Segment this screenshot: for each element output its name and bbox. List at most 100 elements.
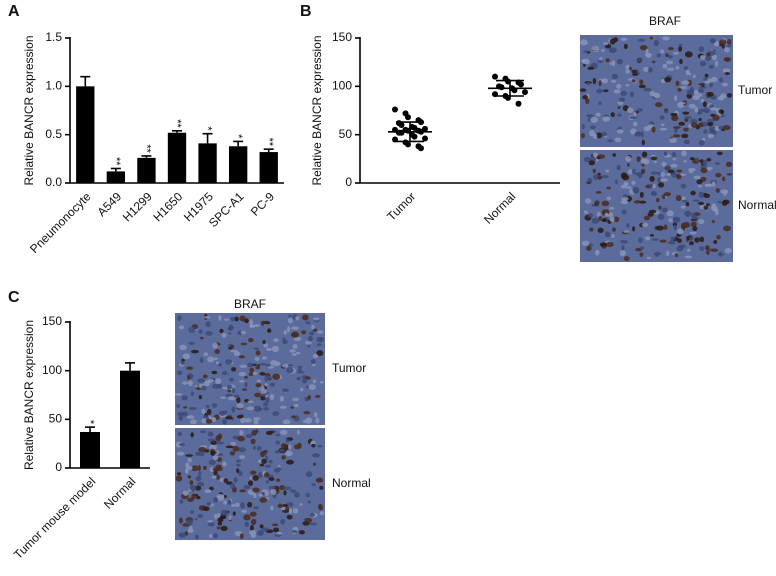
cell: [286, 367, 294, 374]
cell: [678, 121, 686, 126]
cell: [719, 39, 727, 45]
cell: [312, 453, 320, 458]
cell: [240, 342, 248, 346]
cell: [263, 472, 270, 478]
cell: [280, 443, 287, 449]
cell: [178, 325, 185, 330]
cell: [295, 316, 300, 321]
cell: [312, 363, 316, 367]
cell: [256, 379, 262, 383]
cell: [620, 239, 628, 244]
cell: [305, 385, 310, 389]
cell: [670, 236, 676, 240]
cell: [312, 379, 317, 384]
cell: [269, 393, 275, 401]
cell: [309, 512, 315, 517]
cell: [231, 406, 236, 413]
cell: [190, 349, 199, 354]
cell: [201, 408, 206, 415]
cell: [726, 39, 732, 45]
cell: [197, 481, 205, 487]
cell: [176, 472, 182, 476]
cell: [606, 196, 612, 201]
cell: [718, 77, 724, 83]
cell: [214, 378, 222, 385]
cell: [205, 331, 213, 336]
y-tick-label: 1.5: [45, 30, 62, 44]
cell: [667, 241, 672, 244]
cell: [216, 441, 225, 445]
point: [392, 106, 398, 113]
cell: [700, 167, 708, 174]
cell: [609, 216, 615, 223]
cell: [611, 73, 619, 80]
cell: [187, 380, 193, 387]
cell: [698, 219, 705, 225]
bar: [80, 431, 100, 468]
cell: [254, 357, 260, 361]
panel-label: C: [8, 289, 20, 306]
cell: [689, 241, 694, 246]
cell: [188, 341, 195, 345]
cell: [639, 252, 644, 257]
cell: [303, 410, 311, 415]
cell: [667, 46, 674, 51]
bar: [120, 370, 140, 468]
cell: [206, 502, 212, 506]
cell: [217, 433, 223, 440]
cell: [225, 359, 233, 365]
cell: [212, 455, 219, 461]
point: [418, 145, 424, 152]
cell: [718, 251, 722, 258]
cell: [279, 448, 285, 453]
y-tick-label: 0: [55, 460, 62, 474]
cell: [663, 192, 671, 197]
cell: [664, 110, 669, 114]
micrograph-label: Tumor: [332, 361, 366, 375]
cell: [636, 57, 643, 63]
cell: [178, 532, 186, 539]
cell: [677, 228, 684, 235]
cell: [250, 518, 257, 526]
cell: [687, 248, 691, 252]
cell: [264, 373, 271, 377]
cell: [613, 37, 619, 43]
cell: [275, 433, 281, 437]
cell: [608, 47, 617, 54]
cell: [715, 208, 719, 216]
cell: [660, 171, 666, 177]
cell: [316, 350, 324, 357]
cell: [689, 157, 695, 161]
cell: [256, 363, 261, 368]
cell: [212, 533, 219, 539]
cell: [295, 351, 301, 355]
cell: [291, 326, 299, 330]
cell: [251, 430, 257, 436]
cell: [259, 529, 263, 536]
cell: [203, 465, 207, 471]
cell: [230, 483, 236, 489]
cell: [287, 364, 294, 367]
cell: [281, 455, 286, 460]
cell: [605, 169, 609, 173]
cell: [195, 475, 202, 482]
cell: [305, 321, 311, 325]
cell: [283, 486, 292, 491]
cell: [625, 68, 631, 74]
cell: [637, 173, 643, 178]
cell: [312, 462, 317, 466]
cell: [219, 410, 226, 416]
cell: [717, 95, 724, 101]
cell: [677, 88, 682, 92]
cell: [312, 353, 319, 359]
cell: [252, 487, 260, 493]
cell: [726, 44, 732, 48]
cell: [273, 361, 281, 367]
cell: [262, 407, 270, 411]
y-tick-label: 0: [345, 175, 352, 189]
cell: [677, 238, 682, 244]
cell: [680, 86, 688, 90]
cell: [649, 36, 654, 40]
cell: [215, 361, 220, 365]
cell: [296, 370, 305, 374]
